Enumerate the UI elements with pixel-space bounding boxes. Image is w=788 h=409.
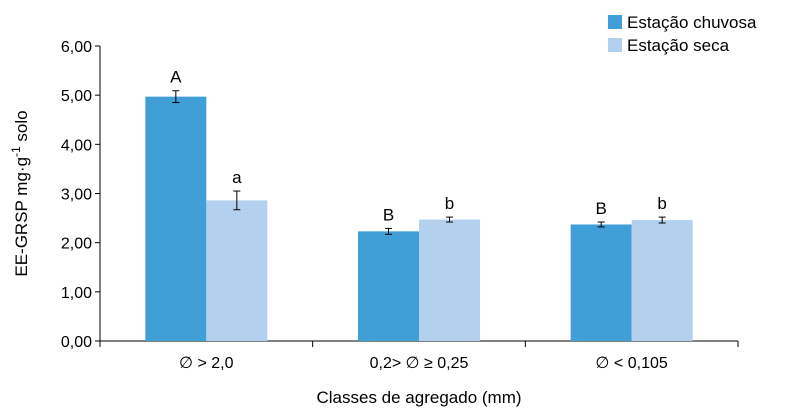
bar (419, 219, 480, 341)
y-tick-label: 3,00 (61, 187, 92, 204)
significance-letter: B (595, 199, 606, 218)
significance-letter: a (232, 168, 242, 187)
significance-letter: A (170, 68, 182, 87)
y-tick-label: 4,00 (61, 137, 92, 154)
x-axis-title: Classes de agregado (mm) (316, 388, 521, 407)
significance-letter: b (657, 194, 666, 213)
y-tick-label: 1,00 (61, 285, 92, 302)
significance-letter: b (445, 194, 454, 213)
legend-label: Estação seca (627, 36, 730, 55)
bar (145, 96, 207, 342)
y-tick-label: 5,00 (61, 88, 92, 105)
bar (631, 220, 693, 341)
legend-swatch (608, 15, 622, 29)
significance-letter: B (383, 205, 394, 224)
x-axis: ∅ > 2,0 0,2> ∅ ≥ 0,25 ∅ < 0,105 (99, 340, 739, 372)
legend-swatch (608, 38, 622, 52)
bar (358, 231, 419, 341)
x-tick-label: ∅ < 0,105 (596, 355, 668, 372)
bar (570, 224, 632, 341)
legend-label: Estação chuvosa (627, 13, 757, 32)
legend: Estação chuvosa Estação seca (608, 13, 757, 55)
y-axis-title: EE-GRSP mg·g-1 solo (9, 110, 31, 276)
x-tick-label: ∅ > 2,0 (179, 355, 234, 372)
y-tick-label: 6,00 (61, 39, 92, 56)
bar (206, 200, 268, 341)
y-tick-label: 0,00 (61, 334, 92, 351)
x-tick-label: 0,2> ∅ ≥ 0,25 (370, 355, 469, 372)
y-tick-label: 2,00 (61, 236, 92, 253)
y-axis: 0,00 1,00 2,00 3,00 4,00 5,00 6,00 (61, 39, 101, 351)
